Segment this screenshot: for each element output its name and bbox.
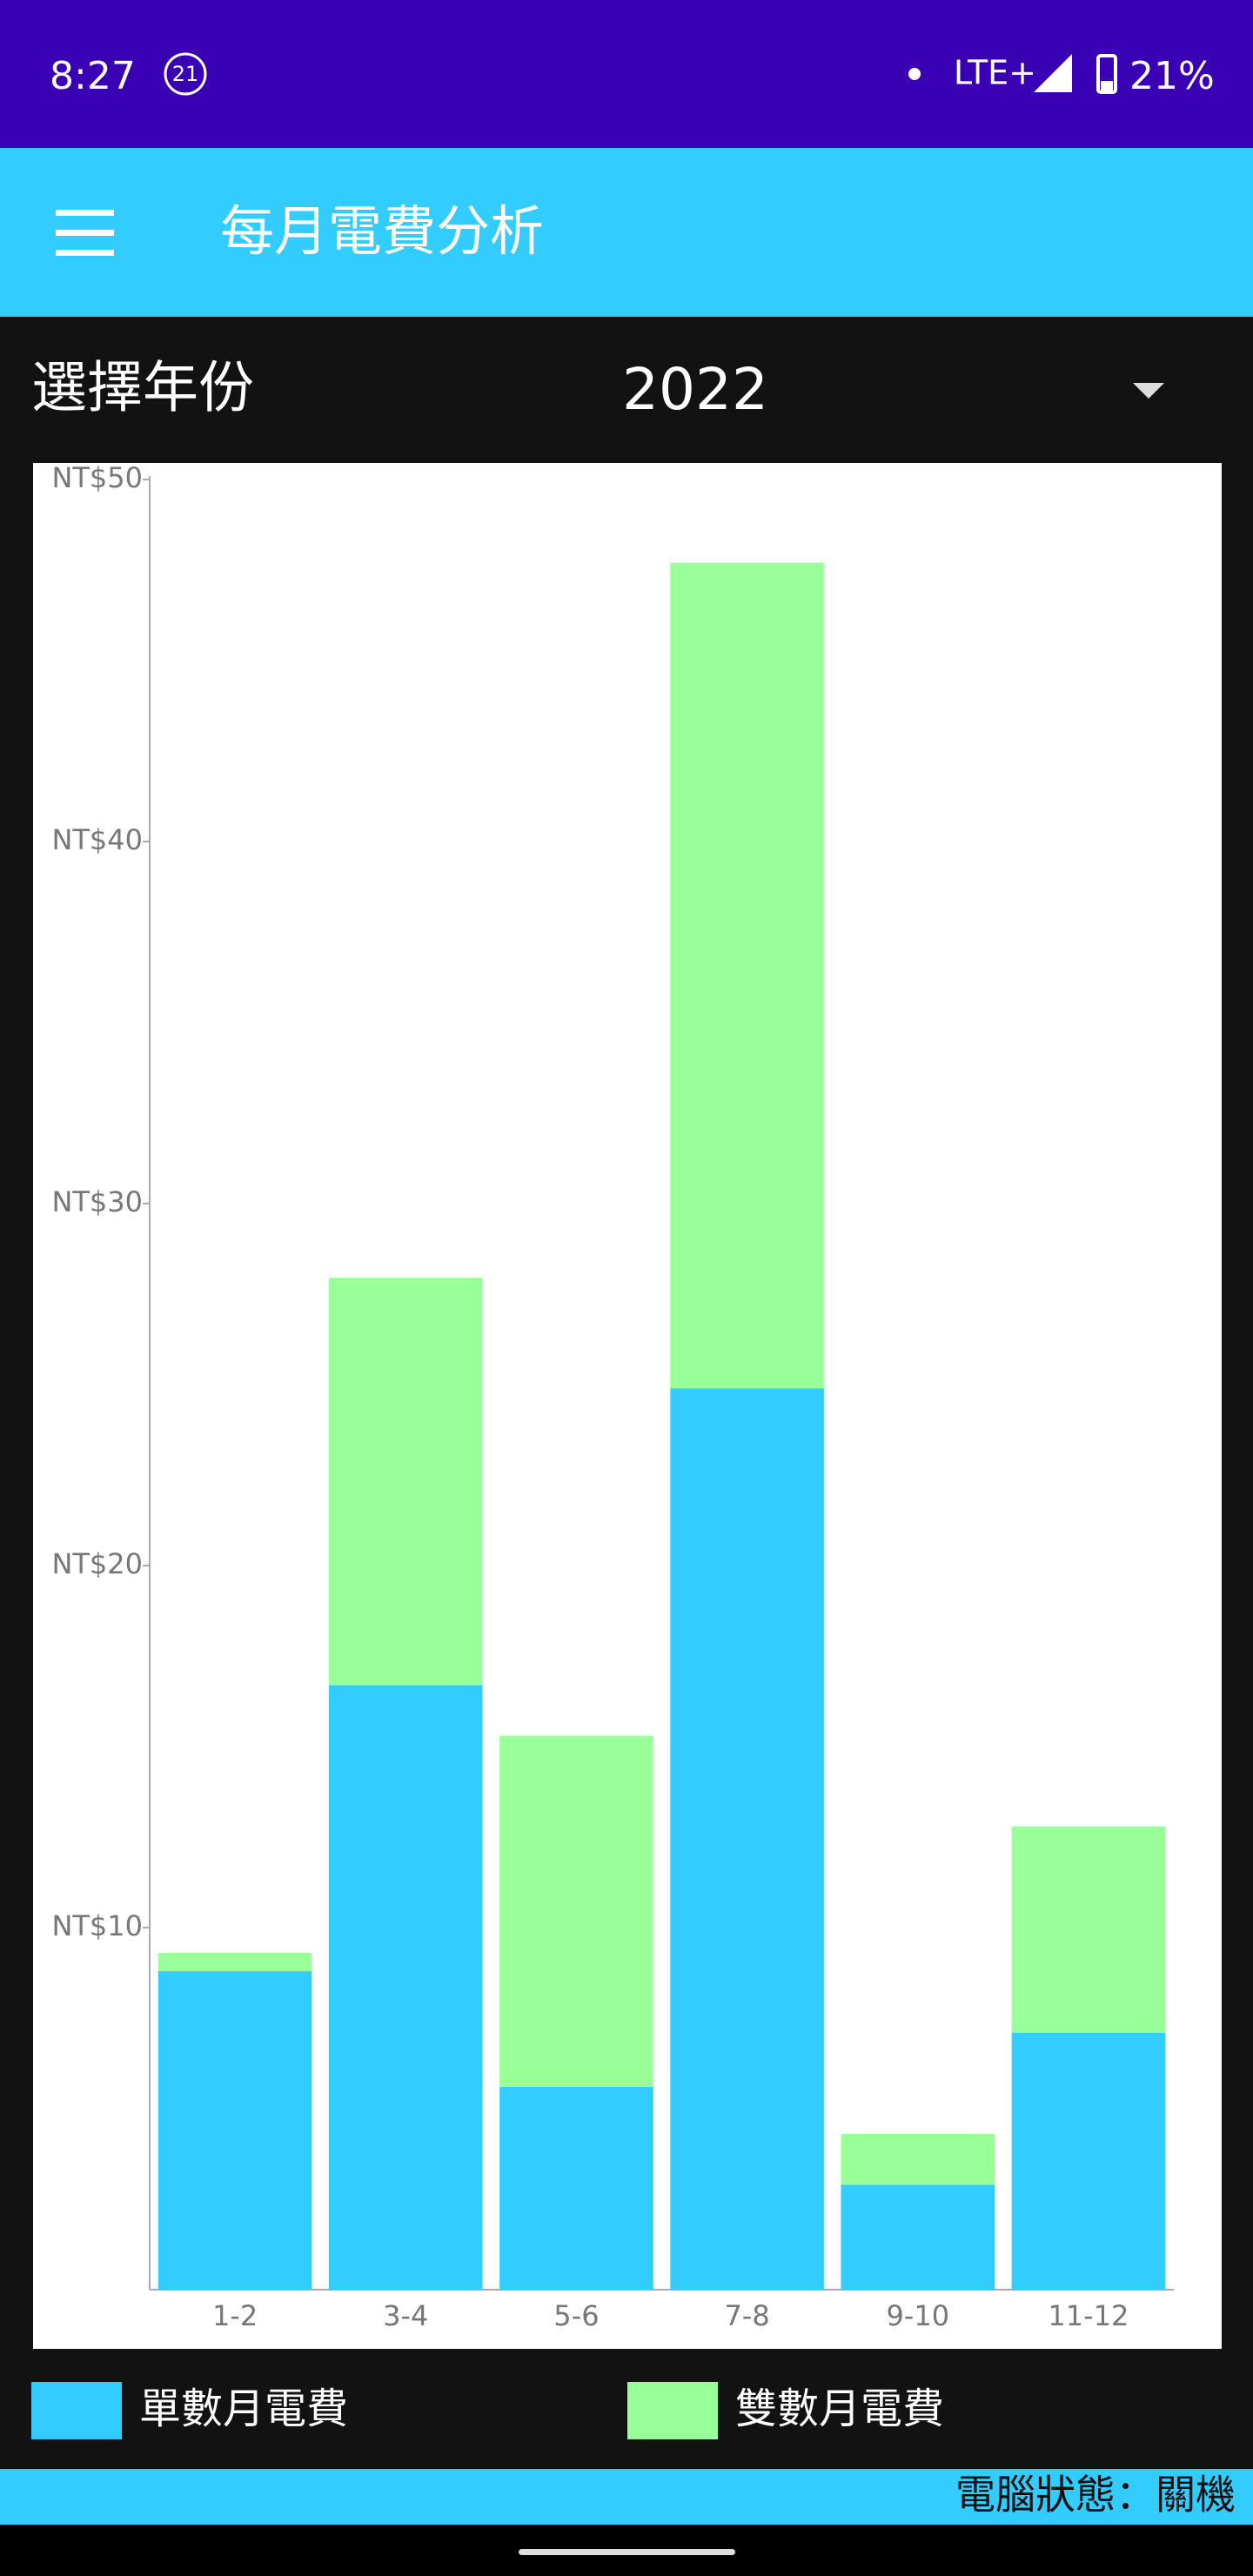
y-tick-label: NT$10 xyxy=(51,1909,143,1942)
legend-swatch xyxy=(627,2382,718,2439)
legend-swatch xyxy=(31,2382,122,2439)
y-tick-label: NT$30 xyxy=(51,1185,143,1218)
x-tick-label: 1-2 xyxy=(212,2299,258,2332)
year-dropdown[interactable]: 2022 xyxy=(622,356,1164,423)
status-badge: 21 xyxy=(172,62,199,86)
footer-status: 電腦狀態：關機 xyxy=(955,2472,1236,2519)
badge-circle xyxy=(164,52,207,96)
year-label: 選擇年份 xyxy=(31,357,254,421)
legend: 單數月電費 雙數月電費 xyxy=(31,2382,944,2439)
dropdown-arrow xyxy=(1133,383,1164,399)
battery-level xyxy=(1101,81,1113,91)
x-tick-label: 7-8 xyxy=(724,2299,769,2332)
legend-label: 雙數月電費 xyxy=(735,2385,944,2433)
x-tick-label: 9-10 xyxy=(886,2299,949,2332)
legend-label: 單數月電費 xyxy=(139,2385,348,2433)
menu-line xyxy=(56,230,114,236)
app-bar xyxy=(0,148,1253,317)
bar-segment xyxy=(841,2134,995,2185)
bar-segment xyxy=(157,1970,312,2290)
y-tick-label: NT$40 xyxy=(51,823,143,856)
app-title: 每月電費分析 xyxy=(220,199,544,263)
bar-segment xyxy=(1011,1826,1166,2033)
status-time: 8:27 xyxy=(50,54,136,98)
footer-bar xyxy=(0,2469,1253,2525)
status-battery: 21% xyxy=(1129,54,1215,98)
menu-line xyxy=(56,210,114,216)
bar-segment xyxy=(499,2087,653,2290)
menu-line xyxy=(56,250,114,256)
y-tick-label: NT$50 xyxy=(51,461,143,494)
chart: NT$10 NT$20 NT$30 NT$40 NT$50 1-2 3-4 5-6 7-8 9-1… xyxy=(51,461,1174,2332)
nav-handle[interactable] xyxy=(519,2549,735,2555)
bar-segment xyxy=(841,2184,995,2290)
status-network: LTE+ xyxy=(954,54,1036,92)
bar-segment xyxy=(328,1685,483,2290)
bar-segment xyxy=(499,1735,653,2088)
battery-icon xyxy=(1096,54,1117,94)
bar-segment xyxy=(670,562,824,1389)
bar-segment xyxy=(1011,2032,1166,2290)
status-dot xyxy=(908,68,921,80)
bar-segment xyxy=(328,1278,483,1686)
menu-button[interactable] xyxy=(56,210,114,256)
x-tick-label: 3-4 xyxy=(383,2299,428,2332)
y-tick-label: NT$20 xyxy=(51,1547,143,1580)
bar-segment xyxy=(670,1388,824,2290)
bar-segment xyxy=(157,1953,312,1971)
x-tick-label: 11-12 xyxy=(1048,2299,1129,2332)
signal-icon xyxy=(1034,54,1072,92)
status-bar xyxy=(0,0,1253,148)
year-value: 2022 xyxy=(622,356,768,423)
x-tick-label: 5-6 xyxy=(553,2299,599,2332)
